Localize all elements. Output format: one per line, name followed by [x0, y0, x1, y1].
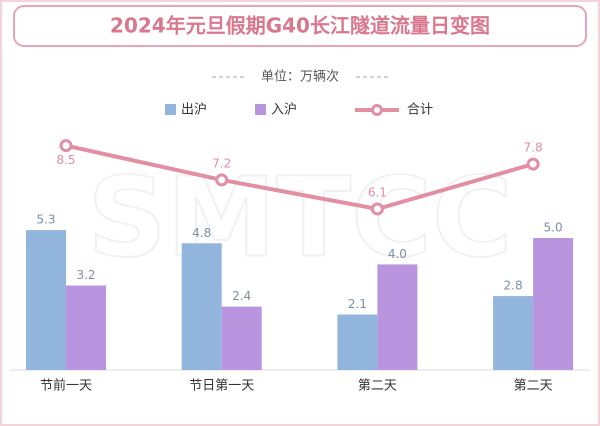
value-label: 5.3: [36, 213, 55, 227]
legend-label: 出沪: [181, 102, 207, 118]
value-label: 5.0: [544, 221, 563, 235]
legend-label: 入沪: [271, 102, 297, 118]
value-label: 2.1: [348, 297, 367, 311]
value-label: 6.1: [368, 185, 387, 199]
value-label: 7.8: [524, 141, 543, 155]
x-tick-label: 节日第一天: [189, 379, 254, 394]
value-label: 4.8: [192, 226, 211, 240]
bar: [493, 296, 534, 370]
value-label: 7.2: [212, 156, 231, 170]
x-tick-label: 节前一天: [40, 378, 92, 394]
legend-marker: [371, 104, 383, 116]
bar: [533, 238, 574, 370]
bar: [337, 314, 378, 370]
value-label: 4.0: [388, 247, 407, 261]
subtitle: 单位：万辆次: [261, 69, 339, 85]
title-box: [13, 5, 587, 47]
bar: [181, 243, 222, 370]
line-marker: [370, 202, 384, 216]
bar: [221, 306, 262, 370]
line-marker: [526, 157, 540, 171]
legend-swatch: [255, 104, 266, 115]
chart-title: 2024年元旦假期G40长江隧道流量日变图: [110, 14, 490, 38]
bar: [26, 230, 66, 370]
watermark: SMTCC: [87, 153, 512, 281]
value-label: 3.2: [76, 268, 95, 282]
value-label: 2.8: [504, 279, 523, 293]
line-marker: [215, 173, 229, 187]
x-tick-label: 第二天: [514, 379, 553, 394]
line-marker: [59, 139, 73, 153]
line: [65, 143, 534, 212]
bar: [377, 264, 418, 370]
bar: [66, 285, 106, 370]
value-label: 2.4: [232, 289, 251, 303]
value-label: 8.5: [56, 153, 75, 167]
legend-label: 合计: [407, 103, 433, 118]
x-tick-label: 第二天: [358, 379, 397, 394]
legend-swatch: [165, 104, 176, 115]
